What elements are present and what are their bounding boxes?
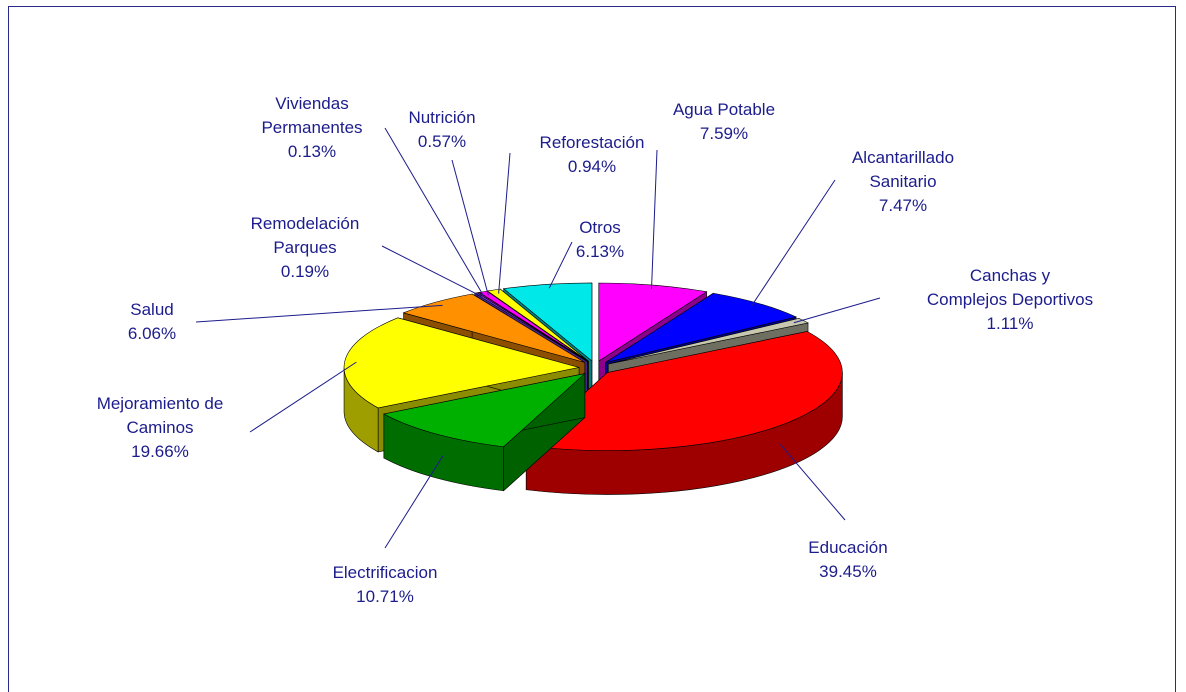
leader-line: [381, 245, 482, 297]
slice-label: Canchas y Complejos Deportivos 1.11%: [927, 264, 1093, 336]
slice-value: 0.13%: [287, 142, 337, 161]
slice-label: Remodelación Parques 0.19%: [251, 212, 360, 284]
slice-label: Viviendas Permanentes 0.13%: [261, 92, 362, 164]
slice-name: Nutrición: [408, 108, 476, 127]
slice-label: Mejoramiento de Caminos 19.66%: [97, 392, 224, 464]
slice-label: Otros 6.13%: [576, 216, 624, 264]
leader-line: [451, 159, 489, 296]
slice-value: 6.13%: [575, 242, 625, 261]
slice-value: 19.66%: [131, 442, 189, 461]
slice-name: Educación: [808, 538, 888, 557]
slice-top: [383, 373, 586, 448]
leader-line: [249, 361, 357, 433]
slice-value: 7.59%: [699, 124, 749, 143]
slice-top: [502, 282, 593, 362]
slice-label: Nutrición 0.57%: [408, 106, 475, 154]
slice-value: 7.47%: [878, 196, 928, 215]
slice-value: 0.57%: [417, 132, 467, 151]
slice-name: Remodelación Parques: [250, 214, 360, 257]
leader-line: [384, 127, 485, 297]
slice-label: Alcantarillado Sanitario 7.47%: [852, 146, 954, 218]
slice-name: Viviendas Permanentes: [261, 94, 363, 137]
leader-line: [750, 179, 836, 307]
leader-line: [780, 444, 846, 521]
leader-line: [651, 149, 658, 290]
leader-line: [498, 152, 511, 294]
slice-label: Salud 6.06%: [128, 298, 176, 346]
slice-top: [402, 293, 585, 363]
slice-name: Reforestación: [539, 133, 645, 152]
slice-top: [608, 318, 809, 365]
slice-top: [343, 317, 580, 409]
slice-top: [605, 292, 797, 363]
leader-line: [793, 297, 881, 324]
slice-value: 39.45%: [819, 562, 877, 581]
slice-label: Reforestación 0.94%: [540, 131, 645, 179]
slice-name: Agua Potable: [672, 100, 776, 119]
slice-label: Agua Potable 7.59%: [673, 98, 775, 146]
leader-line: [195, 304, 443, 323]
slice-name: Mejoramiento de Caminos: [96, 394, 224, 437]
slice-value: 10.71%: [356, 587, 414, 606]
slice-value: 6.06%: [127, 324, 177, 343]
leader-line: [548, 241, 573, 289]
slice-value: 0.19%: [280, 262, 330, 281]
leader-line: [384, 455, 444, 549]
slice-name: Alcantarillado Sanitario: [851, 148, 955, 191]
slice-value: 0.94%: [567, 157, 617, 176]
slice-name: Otros: [579, 218, 621, 237]
slice-name: Canchas y Complejos Deportivos: [926, 266, 1094, 309]
slice-top: [525, 331, 843, 451]
slice-name: Salud: [130, 300, 174, 319]
slice-label: Electrificacion 10.71%: [333, 561, 438, 609]
pie-slice: [383, 372, 586, 492]
slice-name: Electrificacion: [332, 563, 438, 582]
chart-frame: [8, 6, 1176, 692]
slice-value: 1.11%: [986, 314, 1034, 333]
slice-label: Educación 39.45%: [808, 536, 887, 584]
slice-top: [598, 282, 708, 362]
